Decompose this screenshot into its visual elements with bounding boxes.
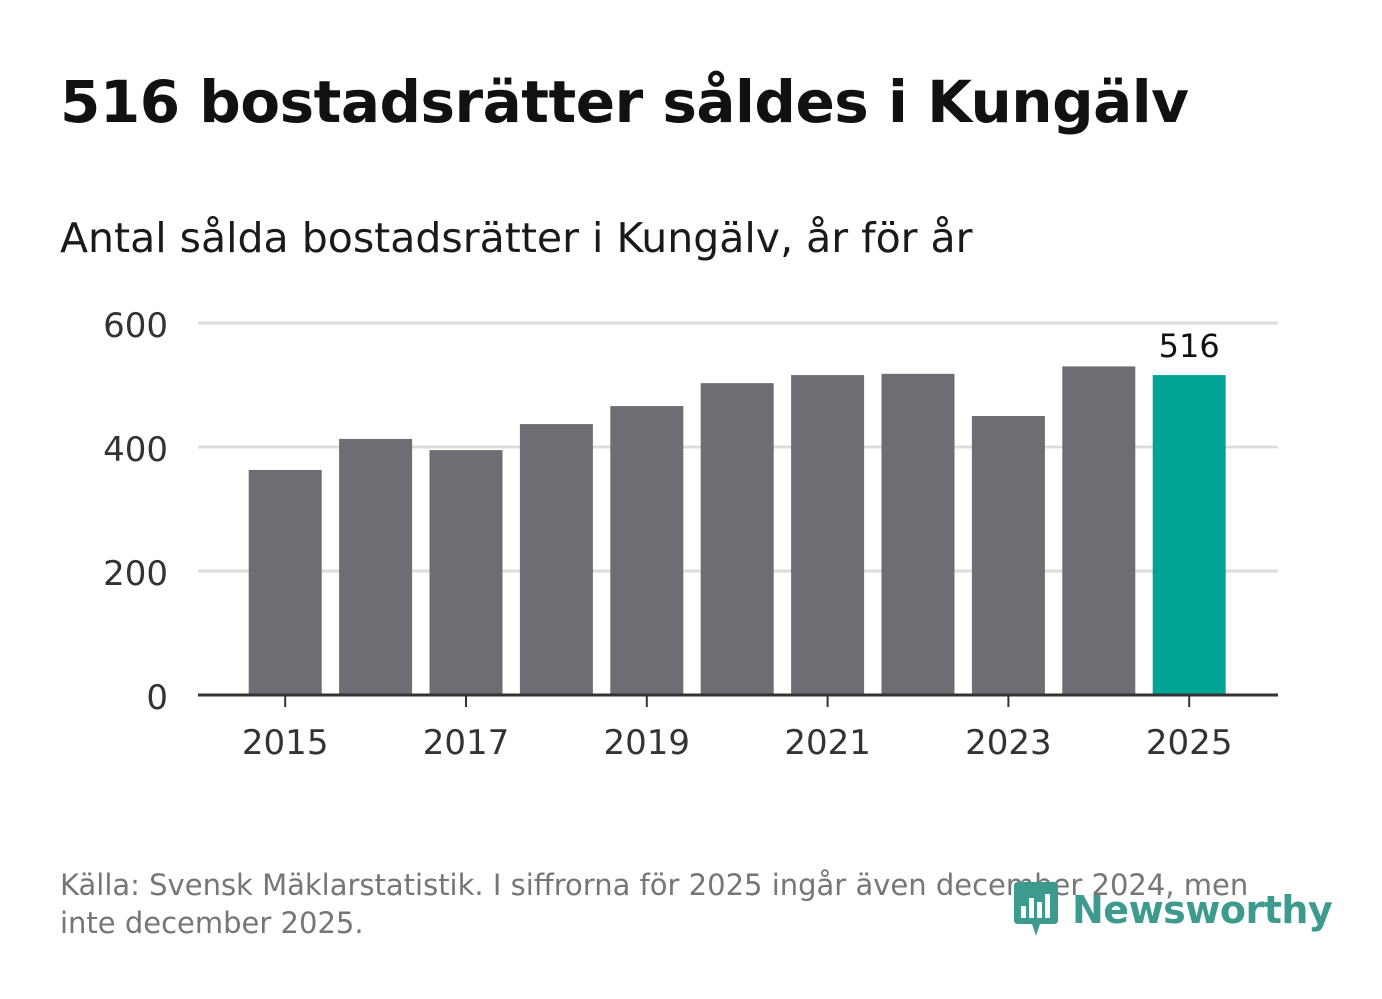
newsworthy-logo: Newsworthy bbox=[1010, 878, 1333, 942]
chart-subtitle: Antal sålda bostadsrätter i Kungälv, år … bbox=[60, 214, 973, 262]
labels: 0 200 400 600 2015 2017 2019 2021 2023 2025 516 bbox=[103, 306, 1232, 763]
bar-2023 bbox=[971, 416, 1045, 695]
x-tick-label: 2017 bbox=[423, 723, 510, 763]
x-tick-label: 2021 bbox=[784, 723, 871, 763]
bar-chart-logo-icon bbox=[1014, 882, 1058, 936]
x-tick-label: 2023 bbox=[965, 723, 1052, 763]
bar-2022 bbox=[881, 373, 955, 695]
bar-2016 bbox=[339, 438, 413, 695]
bar-2021 bbox=[791, 375, 865, 695]
bars bbox=[248, 366, 1226, 695]
bar-2024 bbox=[1062, 366, 1136, 695]
y-tick-label: 200 bbox=[103, 554, 168, 594]
bar-2025 bbox=[1152, 375, 1226, 695]
bar-2019 bbox=[610, 406, 684, 695]
data-label-2025: 516 bbox=[1159, 327, 1220, 365]
x-tick-label: 2015 bbox=[242, 723, 329, 763]
bar-2020 bbox=[700, 383, 774, 695]
axes bbox=[198, 693, 1278, 707]
bar-2017 bbox=[429, 450, 503, 695]
y-tick-label: 0 bbox=[146, 678, 168, 718]
x-tick-label: 2019 bbox=[604, 723, 691, 763]
y-tick-label: 600 bbox=[103, 306, 168, 346]
x-tick-label: 2025 bbox=[1146, 723, 1233, 763]
chart-title: 516 bostadsrätter såldes i Kungälv bbox=[60, 68, 1189, 136]
bar-2018 bbox=[519, 424, 593, 695]
bar-2015 bbox=[248, 469, 322, 695]
logo-text: Newsworthy bbox=[1072, 888, 1333, 932]
y-tick-label: 400 bbox=[103, 430, 168, 470]
